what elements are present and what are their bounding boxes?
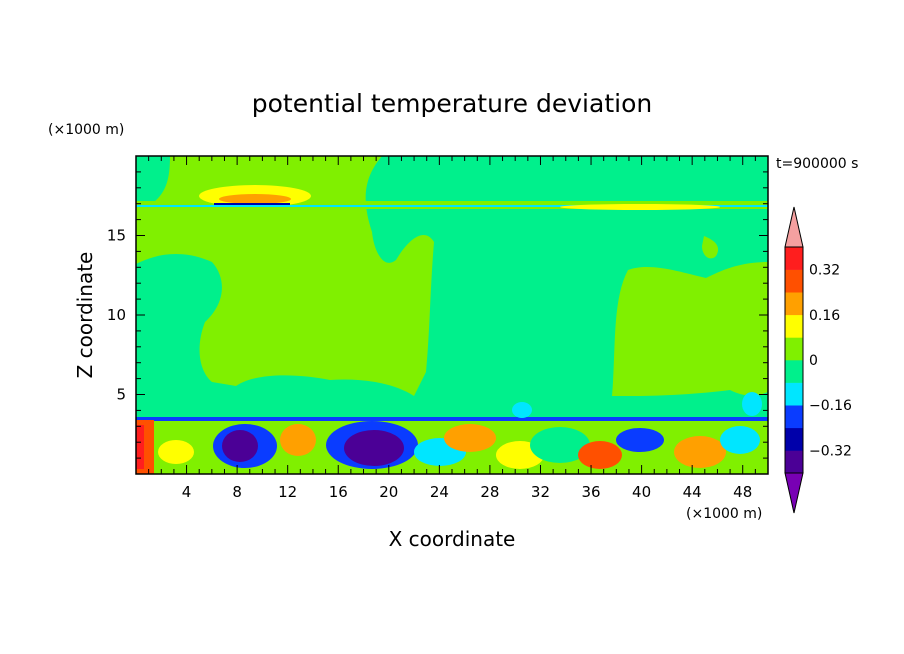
colorbar-segment (785, 292, 803, 316)
time-label: t=900000 s (776, 156, 858, 172)
colorbar-label: −0.32 (809, 443, 852, 459)
colorbar-segment (785, 360, 803, 383)
x-tick-label: 32 (531, 483, 550, 501)
warm-streak-right (560, 204, 720, 210)
colorbar-frame (784, 246, 804, 474)
bl-warm-6 (674, 436, 726, 468)
y-tick-label: 15 (107, 227, 126, 245)
colorbar-label: 0.32 (809, 263, 840, 279)
bl-cold-4 (512, 402, 532, 418)
colorbar-over-arrow (784, 206, 804, 248)
colorbar-label: 0.16 (809, 308, 840, 324)
x-tick-label: 48 (733, 483, 752, 501)
warm-lens-core (219, 194, 291, 204)
x-tick-label: 24 (430, 483, 449, 501)
bl-green-1 (530, 427, 590, 463)
colorbar-segment (785, 337, 803, 361)
x-unit-label: (×1000 m) (686, 506, 762, 522)
bl-warm-1 (280, 424, 316, 456)
bl-warm-5 (578, 441, 622, 469)
x-tick-label: 44 (683, 483, 702, 501)
region-upper-right (612, 262, 768, 396)
colorbar-segment (785, 382, 803, 406)
x-axis-title: X coordinate (389, 527, 516, 551)
y-tick-label: 5 (116, 386, 126, 404)
x-tick-label: 28 (480, 483, 499, 501)
contour-field (136, 156, 768, 474)
x-tick-label: 16 (329, 483, 348, 501)
x-tick-label: 20 (379, 483, 398, 501)
x-tick-label: 12 (278, 483, 297, 501)
bl-cold-3 (616, 428, 664, 452)
colorbar-label: −0.16 (809, 398, 852, 414)
bl-cyan-2 (720, 426, 760, 454)
colorbar-segment (785, 427, 803, 451)
chart-title: potential temperature deviation (252, 89, 652, 118)
bl-cold-2-core (344, 430, 404, 466)
colorbar: 0.32 0.16 0 −0.16 −0.32 (784, 206, 852, 514)
bl-warm-3 (444, 424, 496, 452)
colorbar-label: 0 (809, 353, 818, 369)
bl-top-line (136, 417, 768, 421)
bl-left-edge-core (136, 425, 144, 469)
x-tick-label: 8 (232, 483, 242, 501)
y-unit-label: (×1000 m) (48, 122, 124, 138)
bl-cold-5 (742, 392, 762, 416)
y-axis-ticks: 5 10 15 (107, 171, 768, 459)
x-tick-label: 40 (632, 483, 651, 501)
bl-warm-2 (158, 440, 194, 464)
y-axis-title: Z coordinate (73, 252, 97, 379)
bl-cold-1-core (222, 430, 258, 462)
colorbar-under-arrow (784, 472, 804, 514)
region-upper-left (136, 156, 434, 396)
colorbar-segment (785, 269, 803, 293)
x-tick-label: 36 (581, 483, 600, 501)
colorbar-segment (785, 314, 803, 338)
colorbar-segment (785, 247, 803, 270)
x-tick-label: 4 (182, 483, 192, 501)
region-right-blob (702, 236, 719, 259)
x-axis-ticks: 4 8 12 16 20 24 28 32 36 40 44 48 (148, 156, 756, 501)
y-tick-label: 10 (107, 306, 126, 324)
cool-line (136, 205, 768, 207)
colorbar-segment (785, 450, 803, 474)
colorbar-segment (785, 405, 803, 429)
